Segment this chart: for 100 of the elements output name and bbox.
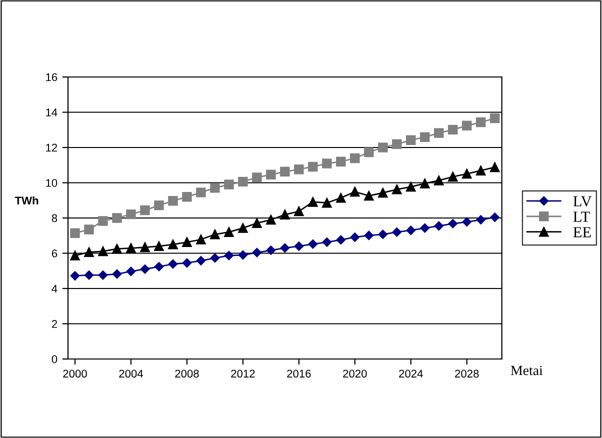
- point: [182, 258, 192, 268]
- y-axis-title: TWh: [14, 196, 38, 204]
- point: [350, 153, 360, 164]
- point: [84, 224, 94, 234]
- y-tick-label: 8: [52, 214, 58, 222]
- point: [462, 217, 472, 226]
- point: [294, 164, 304, 174]
- x-tick-label: 2004: [119, 370, 144, 378]
- point: [308, 239, 318, 249]
- point: [252, 218, 262, 228]
- point: [112, 213, 122, 223]
- point: [266, 246, 276, 255]
- point: [98, 216, 108, 226]
- y-tick-label: 2: [52, 320, 58, 328]
- x-tick-label: 2008: [175, 370, 199, 378]
- y-tick-label: 14: [46, 108, 58, 116]
- point: [448, 124, 458, 135]
- legend-label: LT: [573, 212, 590, 222]
- point: [196, 234, 206, 244]
- point: [336, 156, 346, 166]
- point: [406, 135, 416, 145]
- x-tick-label: 2020: [343, 370, 367, 378]
- point: [140, 264, 150, 274]
- point: [448, 172, 458, 182]
- point: [154, 262, 164, 272]
- point: [224, 250, 234, 260]
- point: [336, 193, 346, 203]
- y-tick-label: 4: [52, 284, 58, 293]
- point: [448, 219, 458, 228]
- point: [490, 212, 500, 222]
- point: [420, 223, 430, 233]
- y-tick-label: 6: [52, 250, 58, 258]
- point: [420, 132, 430, 142]
- point: [378, 142, 388, 152]
- point: [112, 244, 122, 254]
- point: [252, 248, 262, 258]
- point: [98, 270, 108, 280]
- point: [266, 214, 276, 225]
- point: [168, 259, 178, 269]
- point: [420, 178, 430, 188]
- point: [280, 166, 290, 177]
- y-tick-label: 16: [46, 73, 58, 82]
- point: [308, 162, 318, 172]
- y-tick-label: 12: [46, 144, 58, 152]
- point: [462, 168, 472, 179]
- point: [322, 158, 332, 168]
- point: [140, 205, 150, 216]
- point: [434, 221, 444, 231]
- point: [182, 192, 192, 202]
- point: [364, 147, 374, 158]
- point: [322, 198, 332, 208]
- point: [168, 240, 178, 250]
- point: [406, 226, 416, 235]
- x-tick-label: 2016: [287, 370, 311, 378]
- x-tick-label: 2024: [399, 370, 423, 378]
- point: [476, 166, 486, 176]
- point: [196, 256, 206, 266]
- point: [434, 128, 444, 138]
- point: [252, 172, 262, 182]
- point: [308, 197, 318, 207]
- point: [84, 270, 94, 280]
- point: [280, 243, 290, 253]
- point: [322, 238, 332, 247]
- x-tick-label: 2000: [63, 370, 87, 378]
- point: [154, 200, 164, 210]
- x-tick-label: 2028: [455, 370, 479, 378]
- point: [476, 117, 486, 128]
- legend-label: LV: [573, 196, 592, 206]
- point: [210, 230, 220, 240]
- point: [84, 247, 94, 258]
- point: [238, 223, 248, 233]
- point: [378, 188, 388, 198]
- point: [476, 215, 486, 224]
- point: [406, 182, 416, 192]
- y-tick-label: 0: [52, 355, 58, 364]
- point: [266, 170, 276, 180]
- point: [350, 232, 360, 242]
- point: [392, 139, 402, 150]
- x-tick-label: 2012: [231, 370, 255, 378]
- point: [168, 196, 178, 206]
- point: [434, 176, 444, 186]
- point: [392, 227, 402, 237]
- point: [70, 228, 80, 238]
- point: [238, 176, 248, 187]
- point: [280, 210, 290, 220]
- point: [336, 235, 346, 244]
- point: [98, 246, 108, 256]
- x-axis-title: Metai: [510, 366, 543, 376]
- point: [364, 230, 374, 240]
- point: [238, 250, 248, 260]
- point: [126, 209, 136, 220]
- y-tick-label: 10: [46, 179, 58, 187]
- point: [462, 120, 472, 131]
- point: [378, 230, 388, 240]
- point: [392, 184, 402, 194]
- point: [196, 188, 206, 198]
- point: [364, 190, 374, 201]
- legend-label: EE: [573, 227, 591, 238]
- point: [210, 183, 220, 193]
- point: [350, 186, 360, 197]
